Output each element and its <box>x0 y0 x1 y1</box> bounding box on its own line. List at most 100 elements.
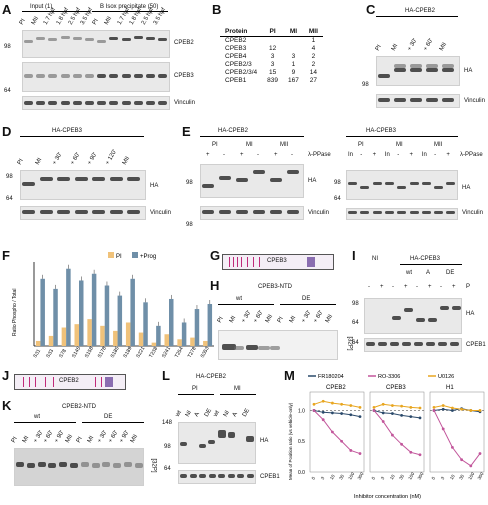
f-bar-pi-8 <box>138 332 144 346</box>
e-right-sign-6: In <box>421 152 427 158</box>
e-band-11 <box>287 210 299 214</box>
h-lane-8: + 60' <box>312 309 325 324</box>
d-band-2 <box>39 177 53 181</box>
k-lane-4: + 90' <box>53 429 66 444</box>
panel-l-label: L <box>162 368 170 383</box>
m-point-1-2-5 <box>418 406 422 410</box>
f-tick-6: S185 <box>110 346 121 359</box>
m-xtick-1-5: 300 <box>417 471 425 480</box>
e-right-sign-4: - <box>397 152 400 158</box>
e-marker-98-right: 98 <box>334 180 341 186</box>
e-band-21 <box>397 211 407 214</box>
a-band-27 <box>133 36 143 39</box>
k-band-9 <box>113 463 122 468</box>
panel-c-label: C <box>366 2 376 17</box>
c-band-4 <box>394 98 406 102</box>
m-point-0-1-5 <box>358 452 362 455</box>
h-group-de: DE <box>302 296 311 302</box>
m-point-2-2-4 <box>469 409 473 412</box>
m-xtick-2-4: 100 <box>467 471 475 480</box>
table-cell-2-3: 2 <box>311 53 316 60</box>
m-point-2-1-4 <box>469 464 473 468</box>
m-line-1-2 <box>373 403 421 409</box>
blot-d-ha <box>20 170 146 200</box>
m-point-0-0-4 <box>349 413 353 417</box>
table-row: CPEB2/3 3 1 2 <box>220 61 323 69</box>
a-lane-6: PI <box>91 18 101 26</box>
f-bar-pi-7 <box>125 322 131 346</box>
panel-e-label: E <box>182 124 191 139</box>
m-line-0-2 <box>313 400 361 408</box>
c-marker-98: 98 <box>362 82 369 88</box>
a-band-3 <box>36 37 46 40</box>
d-band-5 <box>57 210 70 214</box>
d-lane-0: PI <box>16 158 25 166</box>
m-point-1-0-5 <box>418 416 422 420</box>
e-title-left: HA-CPEB2 <box>218 128 249 134</box>
i-rule <box>400 264 462 265</box>
f-tick-2: S78 <box>58 348 68 359</box>
a-band-28 <box>133 74 143 78</box>
k-marker: [32P] <box>150 458 157 473</box>
m-line-1-1 <box>373 410 421 456</box>
c-band-8 <box>426 68 438 72</box>
f-tick-5: S178 <box>97 346 108 359</box>
k-rule-de <box>82 422 144 423</box>
l-band-3 <box>218 430 226 438</box>
table-cell-1-3: 4 <box>311 45 316 52</box>
l-group-mi: MI <box>234 386 241 392</box>
c-band-1 <box>378 98 390 102</box>
a-blot-label-1: CPEB3 <box>174 73 194 79</box>
d-lane-3: + 60' <box>69 151 81 166</box>
e-right-sign-5: + <box>409 152 414 158</box>
cpeb3-diagram-name: CPEB3 <box>267 258 287 264</box>
m-sub-title-2: H1 <box>446 385 454 391</box>
m-point-0-2-1 <box>321 399 325 403</box>
d-blot-label-0: HA <box>150 183 159 189</box>
e-left-blot-0: HA <box>308 178 317 184</box>
l-lane-7: DE <box>241 407 251 418</box>
l-marker-64: 64 <box>164 466 171 472</box>
cpeb2-domain <box>105 377 113 387</box>
f-bar-prog-8 <box>143 302 148 346</box>
m-xlabel: Inhibitor concentration (nM) <box>354 494 421 500</box>
f-tick-13: S353 <box>200 346 211 359</box>
a-lane-1: MII <box>30 15 41 26</box>
m-point-0-1-4 <box>349 449 353 452</box>
d-band-9 <box>92 210 105 214</box>
d-band-13 <box>127 210 140 214</box>
table-cell-0-1 <box>262 37 283 46</box>
l-marker-98: 98 <box>164 444 171 450</box>
f-tick-8: S221 <box>135 346 146 359</box>
a-band-6 <box>48 38 58 41</box>
blot-a-cpeb2 <box>22 30 170 58</box>
k-band-4 <box>59 462 68 467</box>
f-bar-pi-13 <box>203 340 208 346</box>
d-band-1 <box>22 210 35 214</box>
l-lane-6: A <box>231 411 240 418</box>
table-cell-1-1: 12 <box>268 45 277 52</box>
e-right-blot-0: HA <box>462 185 471 191</box>
e-left-group-2: MII <box>280 142 289 148</box>
m-point-0-0-2 <box>331 411 334 415</box>
chart-f-svg: Ratio Phospho / Total PI +Prog S31 S33 S78 S14… <box>12 252 214 359</box>
a-marker-98: 98 <box>4 44 11 50</box>
cpeb2-diagram-name: CPEB2 <box>59 378 79 384</box>
f-bar-pi-12 <box>190 337 195 346</box>
m-legend-0: FR180204 <box>318 374 344 380</box>
h-lane-4: MII <box>264 313 275 324</box>
d-title: HA-CPEB3 <box>52 128 83 134</box>
c-band-2 <box>394 68 406 72</box>
d-lane-5: + 120' <box>104 148 118 166</box>
d-lane-6: MII <box>121 155 132 166</box>
m-point-1-2-0 <box>372 405 376 409</box>
f-bar-prog-10 <box>169 298 174 346</box>
f-bar-prog-12 <box>194 309 200 346</box>
k-lane-3: + 60' <box>43 429 55 444</box>
e-band-9 <box>270 210 282 214</box>
input-bracket <box>22 11 90 12</box>
f-tick-10: S241 <box>161 346 172 359</box>
m-point-0-1-3 <box>340 439 343 443</box>
panel-j-label: J <box>2 368 10 383</box>
m-point-1-2-3 <box>400 404 403 408</box>
